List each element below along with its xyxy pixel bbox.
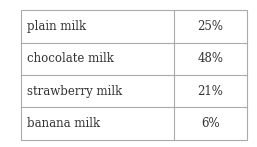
Bar: [21, 10, 247, 140]
Text: strawberry milk: strawberry milk: [27, 85, 122, 98]
Text: 25%: 25%: [198, 20, 224, 33]
Text: 6%: 6%: [201, 117, 220, 130]
Text: chocolate milk: chocolate milk: [27, 52, 114, 65]
Text: plain milk: plain milk: [27, 20, 86, 33]
Text: 21%: 21%: [198, 85, 224, 98]
Text: banana milk: banana milk: [27, 117, 100, 130]
Text: 48%: 48%: [198, 52, 224, 65]
